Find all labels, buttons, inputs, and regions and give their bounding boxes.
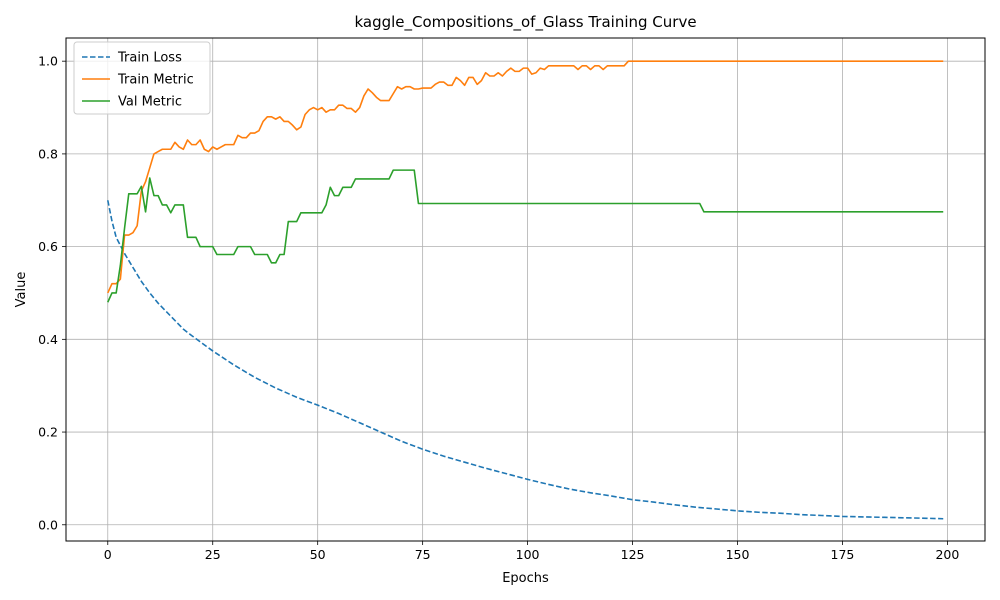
legend-label: Train Metric — [117, 73, 194, 88]
y-tick-label: 0.6 — [38, 239, 58, 254]
chart-title: kaggle_Compositions_of_Glass Training Cu… — [354, 13, 696, 32]
x-tick-label: 75 — [415, 547, 431, 562]
x-tick-label: 100 — [516, 547, 540, 562]
y-tick-label: 0.4 — [38, 332, 58, 347]
legend: Train Loss Train Metric Val Metric — [73, 41, 211, 115]
x-tick-label: 175 — [831, 547, 855, 562]
x-axis-label: Epochs — [502, 571, 549, 586]
ticks: 0 25 50 75 100 125 150 175 200 0.0 0.2 0.4 0.6 0.8 1.0 — [38, 54, 959, 562]
x-tick-label: 150 — [726, 547, 750, 562]
y-tick-label: 0.0 — [38, 517, 58, 532]
x-tick-label: 0 — [104, 547, 112, 562]
x-tick-label: 125 — [621, 547, 645, 562]
legend-label: Train Loss — [117, 51, 182, 66]
series-layer — [106, 60, 944, 520]
series-line-val-metric — [107, 169, 944, 303]
legend-label: Val Metric — [118, 95, 182, 110]
y-axis-label: Value — [14, 272, 29, 308]
x-tick-label: 200 — [935, 547, 959, 562]
x-tick-label: 50 — [310, 547, 326, 562]
series-line-train-metric — [107, 60, 944, 294]
series-line-train-loss — [106, 200, 944, 520]
y-tick-label: 0.2 — [38, 425, 58, 440]
y-tick-label: 1.0 — [38, 54, 58, 69]
plot-frame — [65, 37, 986, 542]
x-tick-label: 25 — [205, 547, 221, 562]
legend-box — [73, 41, 211, 115]
y-tick-label: 0.8 — [38, 146, 58, 161]
grid — [66, 38, 985, 541]
